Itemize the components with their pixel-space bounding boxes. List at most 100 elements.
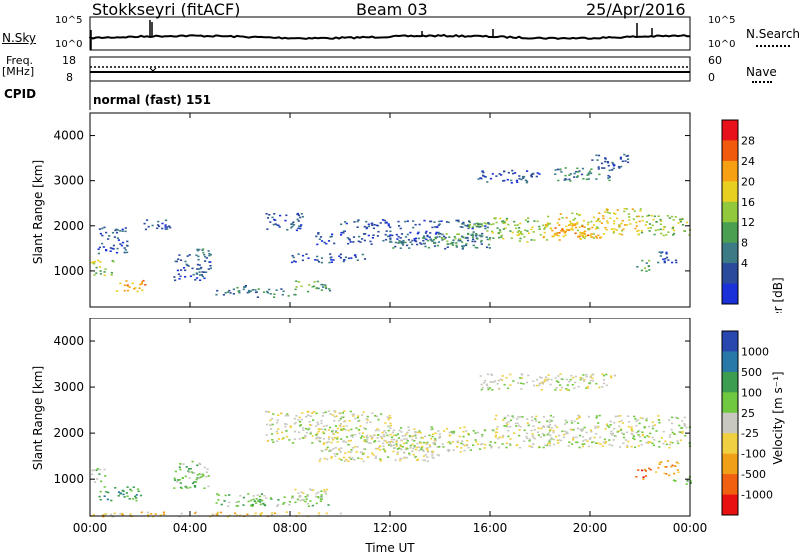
power-colorbar-segment — [722, 263, 738, 284]
power-colorbar-segment — [722, 160, 738, 182]
power-echo-region — [542, 212, 605, 241]
power-echo-region — [115, 279, 147, 293]
freq-tick-bottom: 8 — [66, 71, 73, 84]
velocity-xtick-label: 04:00 — [173, 521, 208, 535]
power-ytick-label: 1000 — [53, 264, 84, 278]
power-ytick-label: 2000 — [53, 219, 84, 233]
station-title: Stokkseyri (fitACF) — [92, 0, 241, 19]
power-echo-region — [215, 285, 249, 296]
velocity-xtick-label: 00:00 — [73, 521, 108, 535]
power-ylabel: Slant Range [km] — [31, 160, 45, 264]
velocity-colorbar-label: Velocity [m s⁻¹] — [771, 371, 785, 464]
velocity-ytick-label: 3000 — [53, 380, 84, 394]
velocity-ylabel: Slant Range [km] — [31, 366, 45, 470]
power-colorbar-tick: 4 — [741, 257, 748, 270]
nsearch-tick-top: 10^5 — [708, 15, 736, 26]
noise-freq-panels — [89, 16, 691, 110]
velocity-colorbar-frame — [721, 330, 739, 516]
power-echo-region — [97, 226, 129, 255]
freq-unit-label: [MHz] — [2, 65, 35, 78]
power-colorbar-tick: 24 — [741, 155, 755, 168]
velocity-xtick-label: 00:00 — [673, 521, 708, 535]
power-colorbar-tick: 20 — [741, 175, 755, 188]
velocity-xtick-label: 20:00 — [573, 521, 608, 535]
velocity-echo-region — [265, 410, 393, 444]
nsearch-tick-bottom: 10^0 — [708, 39, 736, 50]
power-ytick-label: 4000 — [53, 129, 84, 143]
velocity-colorbar-tick: -100 — [741, 448, 766, 461]
velocity-echo-region — [490, 414, 692, 449]
power-colorbar-frame — [721, 119, 739, 305]
velocity-ytick-label: 4000 — [53, 334, 84, 348]
power-echo-region — [477, 169, 541, 184]
velocity-colorbar-tick: 25 — [741, 407, 755, 420]
power-echo-region — [90, 259, 115, 277]
power-echo-region — [265, 212, 304, 232]
power-chart: 4000 3000 2000 1000 Slant Range [km] 28 24 20… — [31, 112, 785, 313]
velocity-colorbar-segment — [722, 433, 738, 455]
velocity-colorbar-tick: -500 — [741, 468, 766, 481]
power-echo-region — [340, 219, 490, 230]
nsearch-legend-line — [756, 45, 790, 47]
velocity-colorbar-segment — [722, 331, 738, 352]
cpid-value: normal (fast) 151 — [93, 93, 211, 107]
velocity-echo-region — [98, 486, 143, 502]
power-echo-region — [602, 207, 642, 236]
nave-label: Nave — [746, 65, 777, 79]
power-colorbar-segment — [722, 222, 738, 244]
velocity-colorbar-segment — [722, 453, 738, 475]
power-echo-region — [490, 217, 542, 243]
velocity-chart: 00:00 04:00 08:00 12:00 16:00 20:00 00:00 4000… — [31, 318, 785, 554]
beam-label: Beam 03 — [356, 0, 428, 19]
power-colorbar-tick: 8 — [741, 237, 748, 250]
power-colorbar-segment — [722, 181, 738, 203]
power-echo-region — [591, 153, 630, 169]
power-echo-region — [247, 288, 297, 298]
velocity-ytick-label: 2000 — [53, 426, 84, 440]
velocity-echo-region — [655, 460, 680, 477]
power-echo-region — [432, 233, 465, 245]
velocity-ytick-label: 1000 — [53, 472, 84, 486]
velocity-xtick-label: 12:00 — [373, 521, 408, 535]
freq-tick-top: 18 — [62, 54, 76, 67]
nsearch-label: N.Search — [746, 27, 800, 41]
velocity-colorbar-segment — [722, 392, 738, 414]
power-plot-frame — [89, 112, 691, 308]
power-echo-region — [554, 167, 615, 182]
velocity-colorbar-tick: 1000 — [741, 345, 769, 358]
velocity-echo-region — [215, 493, 330, 507]
power-colorbar-segment — [722, 283, 738, 305]
power-colorbar-segment — [722, 120, 738, 141]
power-echo-region — [173, 253, 212, 282]
power-echo-region — [636, 259, 651, 272]
velocity-echo-region — [672, 476, 692, 485]
power-ytick-label: 3000 — [53, 174, 84, 188]
velocity-echo-region — [90, 511, 342, 518]
velocity-colorbar-segment — [722, 412, 738, 434]
power-echo-region — [657, 251, 678, 264]
velocity-echo-region — [91, 468, 107, 483]
power-colorbar-segment — [722, 140, 738, 162]
nsky-label: N.Sky — [2, 31, 37, 45]
nave-tick-bottom: 0 — [708, 71, 715, 84]
nsky-tick-top: 10^5 — [55, 15, 83, 26]
velocity-colorbar-tick: -25 — [741, 427, 759, 440]
velocity-xtick-label: 08:00 — [273, 521, 308, 535]
power-colorbar-tick: 12 — [741, 216, 755, 229]
velocity-colorbar-segment — [722, 474, 738, 495]
power-echo-region — [291, 253, 367, 264]
velocity-colorbar-tick: -1000 — [741, 489, 773, 502]
power-echo-region — [195, 248, 211, 257]
power-colorbar-tick: 16 — [741, 196, 755, 209]
date-label: 25/Apr/2016 — [586, 0, 686, 19]
velocity-echo-region — [479, 373, 617, 391]
velocity-echo-region — [635, 467, 652, 480]
nave-tick-top: 60 — [708, 54, 722, 67]
velocity-colorbar-tick: 500 — [741, 366, 762, 379]
power-echo-region — [554, 223, 602, 239]
velocity-colorbar-segment — [722, 494, 738, 516]
power-echo-region — [295, 280, 332, 293]
velocity-xlabel: Time UT — [364, 541, 415, 554]
power-colorbar-label: Power [dB] — [771, 277, 785, 313]
velocity-colorbar-segment — [722, 371, 738, 393]
